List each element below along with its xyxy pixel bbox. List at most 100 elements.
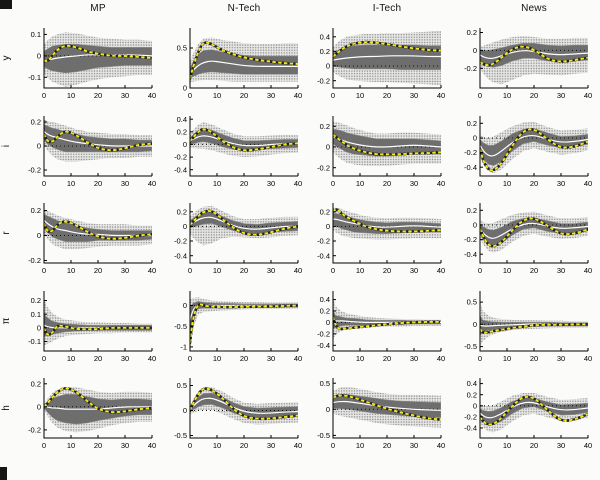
x-tick-label: 20: [530, 441, 538, 450]
subplot-N-Tech-r: 0 10 20 30 40 0.2 0 -0.2 -0.4: [174, 203, 302, 275]
subplot-N-Tech-π: 0 10 20 30 40 0 -0.5 -1: [174, 291, 302, 363]
plot-area: [44, 119, 152, 162]
plot-area: [333, 386, 441, 428]
subplot-N-Tech-i: 0 10 20 30 40 0.4 0.2 0 -0.2 -0.4: [174, 115, 302, 188]
x-tick-label: 30: [121, 441, 129, 450]
irf-line: [44, 220, 152, 240]
subplot-I-Tech-π: 0 10 20 30 40 0.4 0.2 0 -0.2 -0.4: [317, 291, 445, 363]
subplot-MP-i: 0 10 20 30 400.20-0.2: [28, 116, 156, 188]
y-tick-label: 0: [37, 323, 41, 332]
x-tick-label: 10: [356, 91, 364, 100]
irf-line: [190, 209, 298, 236]
irf-line: [480, 323, 588, 334]
x-tick-label: 30: [267, 441, 275, 450]
y-tick-label: 0: [326, 143, 330, 152]
x-tick-label: 0: [478, 354, 482, 363]
x-tick-label: 0: [331, 441, 335, 450]
x-tick-label: 40: [437, 179, 445, 188]
inner-band: [333, 212, 441, 234]
y-tick-label: -0.2: [28, 166, 41, 175]
column-title-ntech: N-Tech: [227, 3, 261, 14]
x-tick-label: 10: [356, 266, 364, 275]
y-tick-label: 0: [183, 84, 187, 93]
x-tick-label: 30: [557, 91, 565, 100]
subplot-News-i: 0 10 20 30 40 0.2 0 -0.2 -0.4: [464, 116, 592, 188]
x-tick-label: 10: [213, 91, 221, 100]
y-tick-label: 0.2: [31, 296, 41, 305]
y-tick-label: 0: [473, 401, 477, 410]
subplot-I-Tech-h: 0 10 20 30 400.50-0.5: [317, 378, 445, 450]
plot-area: [190, 387, 298, 425]
y-tick-label: -0.2: [464, 235, 477, 244]
x-tick-label: 0: [42, 354, 46, 363]
inner-band: [190, 392, 298, 419]
x-tick-label: 30: [121, 354, 129, 363]
y-tick-label: -0.2: [317, 237, 330, 246]
y-tick-label: 0: [473, 46, 477, 55]
subplot-News-y: 0 10 20 30 40 0.2 0 -0.2: [464, 28, 592, 100]
median-line: [44, 220, 152, 237]
median-line: [44, 54, 152, 61]
plot-area: [44, 32, 152, 87]
x-tick-label: 40: [294, 179, 302, 188]
plot-area: [333, 296, 441, 340]
y-tick-label: 0.1: [31, 30, 41, 39]
y-tick-label: 0.5: [467, 298, 477, 307]
x-tick-label: 40: [294, 91, 302, 100]
inner-band: [44, 313, 152, 337]
x-tick-label: 0: [478, 179, 482, 188]
x-tick-label: 0: [188, 354, 192, 363]
x-tick-label: 40: [437, 441, 445, 450]
x-tick-label: 20: [383, 441, 391, 450]
plot-area: [480, 393, 588, 433]
x-tick-label: 10: [503, 179, 511, 188]
inner-band: [190, 49, 298, 79]
x-tick-label: 40: [148, 91, 156, 100]
x-tick-label: 0: [478, 91, 482, 100]
x-tick-label: 10: [213, 354, 221, 363]
column-title-news: News: [521, 3, 547, 14]
x-tick-label: 0: [478, 266, 482, 275]
y-tick-label: 0: [183, 140, 187, 149]
y-tick-label: -0.2: [174, 153, 187, 162]
median-line: [44, 406, 152, 410]
plot-area: [44, 387, 152, 433]
inner-band: [333, 309, 441, 330]
irf-line: [480, 217, 588, 248]
x-tick-label: 40: [584, 354, 592, 363]
y-tick-label: 0.4: [320, 32, 330, 41]
y-tick-label: 0.2: [177, 127, 187, 136]
x-tick-label: 10: [213, 441, 221, 450]
x-tick-label: 20: [530, 91, 538, 100]
x-tick-label: 20: [383, 179, 391, 188]
y-tick-label: 0: [37, 402, 41, 411]
inner-band: [190, 128, 298, 151]
y-tick-label: 0.2: [31, 379, 41, 388]
y-tick-label: 0.2: [177, 207, 187, 216]
irf-line: [333, 394, 441, 421]
y-tick-label: -0.4: [174, 251, 187, 260]
median-line: [480, 50, 588, 60]
x-tick-label: 10: [503, 266, 511, 275]
plot-area: [480, 211, 588, 253]
y-tick-label: 0: [326, 222, 330, 231]
y-tick-label: -0.2: [317, 76, 330, 85]
plot-area: [333, 207, 441, 240]
x-tick-label: 0: [42, 91, 46, 100]
inner-band: [333, 44, 441, 70]
y-tick-label: -0.4: [464, 250, 477, 259]
median-line: [333, 55, 441, 61]
y-tick-label: 0: [37, 231, 41, 240]
subplot-MP-π: 0 10 20 30 400.20.10-0.1: [28, 291, 156, 363]
irf-line: [190, 41, 298, 79]
x-tick-label: 10: [67, 441, 75, 450]
x-tick-label: 20: [94, 91, 102, 100]
x-tick-label: 30: [410, 179, 418, 188]
y-tick-label: 0: [473, 320, 477, 329]
y-tick-label: 0.2: [31, 118, 41, 127]
x-tick-label: 40: [148, 179, 156, 188]
irf-line: [333, 316, 441, 330]
x-tick-label: 40: [584, 91, 592, 100]
y-tick-label: 0.2: [320, 307, 330, 316]
x-tick-label: 20: [383, 354, 391, 363]
